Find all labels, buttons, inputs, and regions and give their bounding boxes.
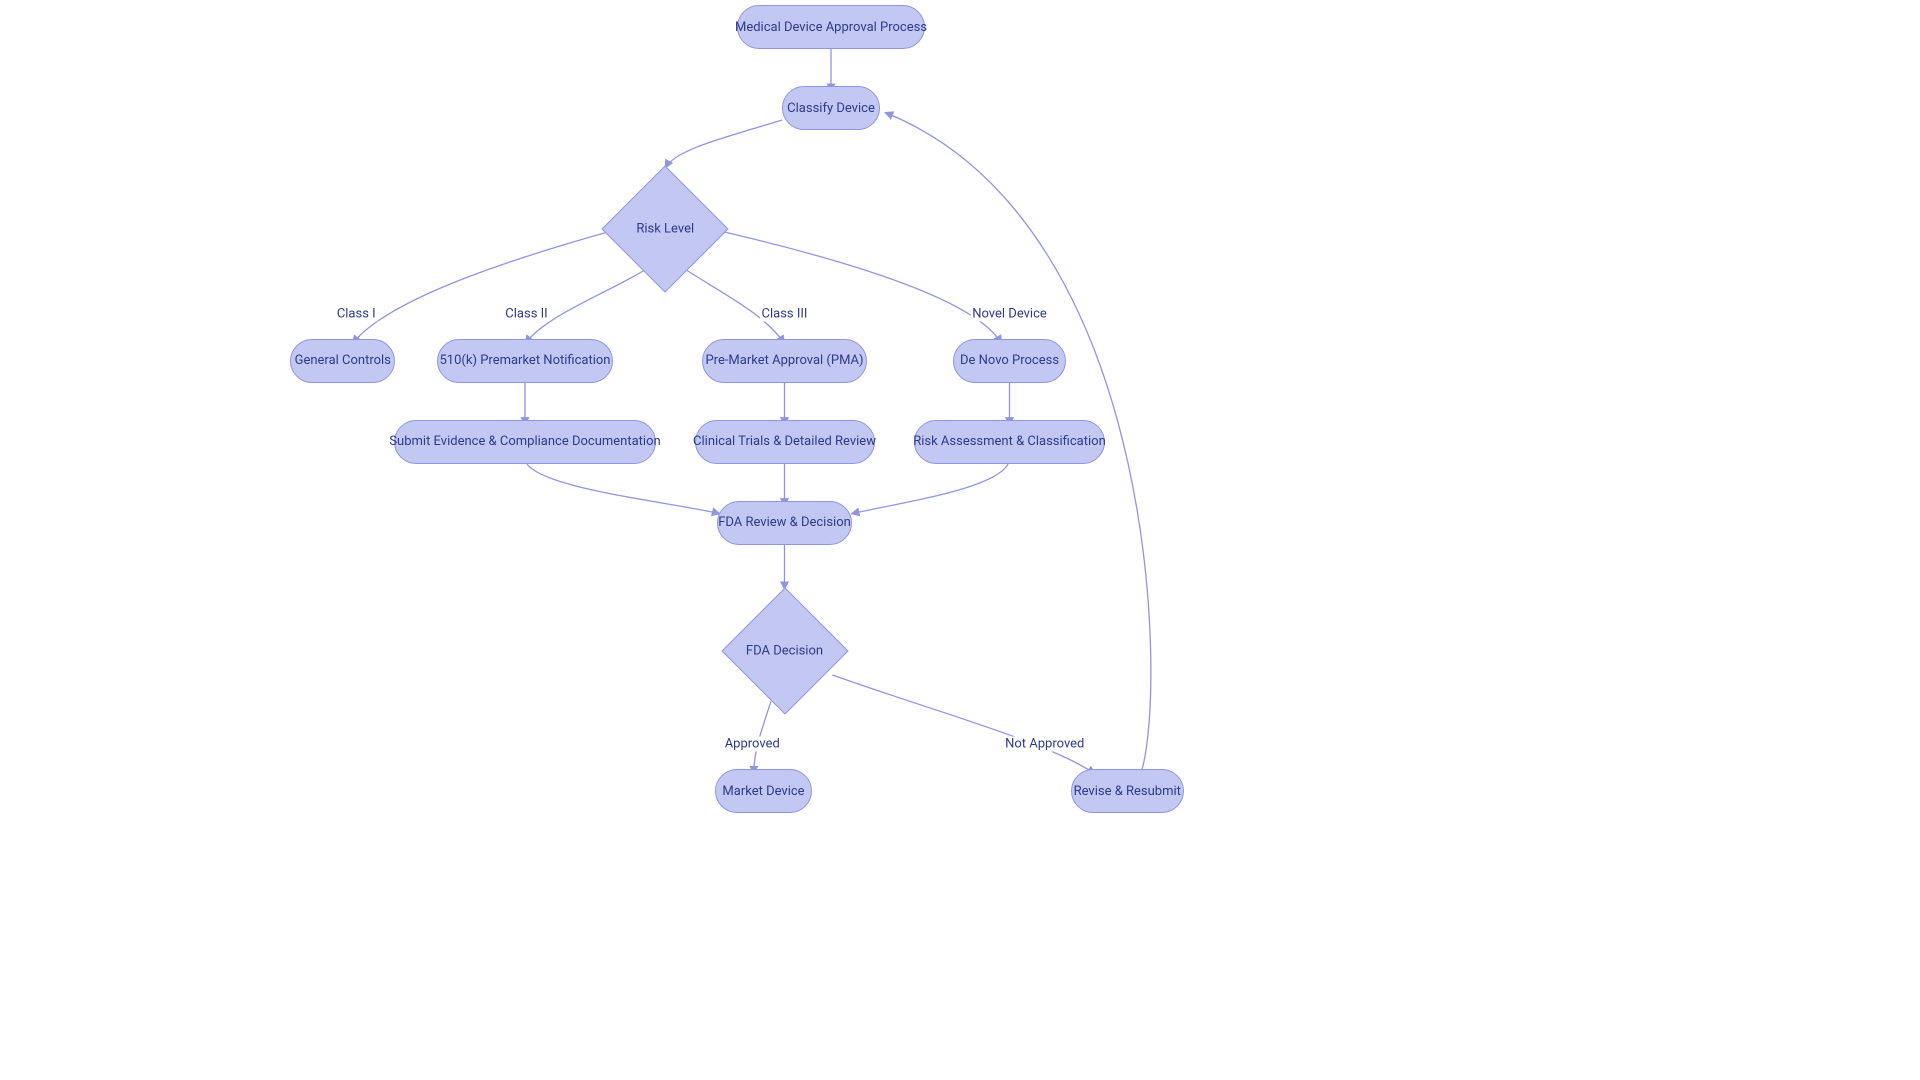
- edge-subN-review: [851, 458, 1009, 514]
- edge-sub2-review: [525, 458, 720, 514]
- edge-label-risk-class3: Class III: [760, 307, 810, 322]
- edge-risk-novel: [710, 229, 1001, 344]
- edge-label-risk-class2: Class II: [503, 307, 549, 322]
- edge-label-decision-revise: Not Approved: [1003, 737, 1086, 752]
- node-start[interactable]: Medical Device Approval Process: [737, 5, 925, 49]
- node-classify[interactable]: Classify Device: [782, 86, 880, 130]
- edge-label-risk-class1: Class I: [335, 307, 378, 322]
- node-class2[interactable]: 510(k) Premarket Notification: [437, 339, 613, 383]
- node-label-risk: Risk Level: [636, 221, 694, 236]
- node-sub2[interactable]: Submit Evidence & Compliance Documentati…: [394, 420, 657, 464]
- edge-classify-risk: [665, 120, 782, 168]
- edge-label-decision-market: Approved: [723, 737, 782, 752]
- node-class3[interactable]: Pre-Market Approval (PMA): [702, 339, 867, 383]
- edge-label-risk-novel: Novel Device: [970, 307, 1049, 322]
- edge-decision-revise: [833, 675, 1096, 774]
- edge-risk-class1: [353, 229, 620, 344]
- node-revise[interactable]: Revise & Resubmit: [1071, 769, 1184, 813]
- edges-layer: [0, 0, 1920, 1080]
- node-label-decision: FDA Decision: [746, 644, 823, 659]
- node-novel[interactable]: De Novo Process: [953, 339, 1066, 383]
- node-subN[interactable]: Risk Assessment & Classification: [914, 420, 1105, 464]
- node-review[interactable]: FDA Review & Decision: [717, 501, 852, 545]
- node-class1[interactable]: General Controls: [290, 339, 395, 383]
- node-market[interactable]: Market Device: [715, 769, 813, 813]
- node-sub3[interactable]: Clinical Trials & Detailed Review: [695, 420, 875, 464]
